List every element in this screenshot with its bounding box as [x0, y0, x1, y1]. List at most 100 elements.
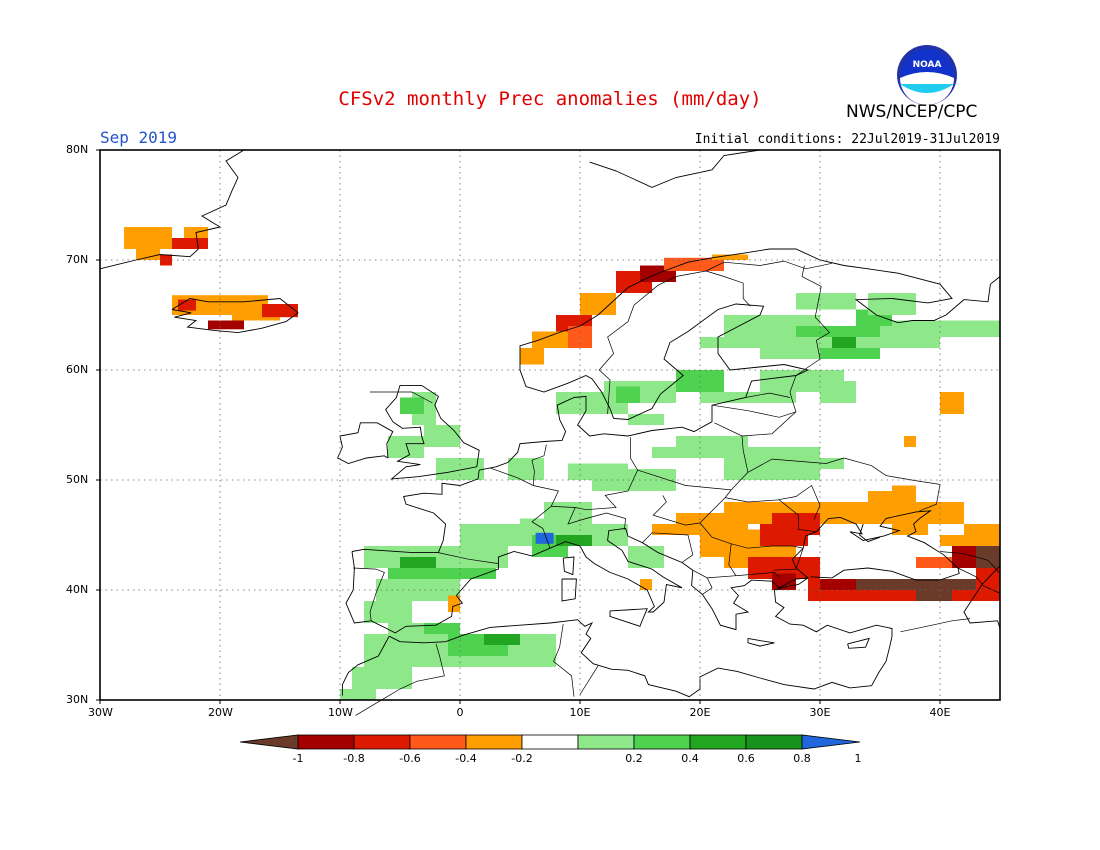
country-border: [567, 507, 626, 530]
anomaly-cell: [556, 315, 592, 332]
country-border: [642, 532, 694, 563]
anomaly-cell: [772, 513, 820, 535]
country-border: [957, 567, 1001, 594]
anomaly-cell: [664, 257, 724, 271]
colorbar-label: -0.8: [343, 752, 365, 765]
anomaly-cell: [580, 293, 616, 315]
anomaly-cell: [556, 392, 628, 414]
anomaly-cell: [820, 579, 856, 590]
coastline: [351, 248, 1001, 554]
map-frame: [99, 149, 1001, 701]
anomaly-cell: [124, 227, 172, 249]
lat-label: 60N: [66, 363, 89, 376]
country-border: [741, 375, 797, 437]
colorbar-label: 0.6: [737, 752, 755, 765]
anomaly-cell: [640, 579, 652, 590]
anomaly-cell: [820, 381, 856, 403]
country-border: [900, 618, 971, 633]
anomaly-cell: [340, 689, 376, 700]
anomaly-cell: [916, 502, 964, 524]
anomaly-cell: [388, 568, 496, 579]
anomaly-cell: [628, 546, 664, 568]
lat-label: 70N: [66, 253, 89, 266]
lat-label: 40N: [66, 583, 89, 596]
colorbar-label: 0.8: [793, 752, 811, 765]
anomaly-cell: [832, 579, 976, 590]
country-border: [711, 404, 797, 418]
anomaly-cell: [376, 579, 460, 601]
anomaly-cell: [940, 392, 964, 403]
anomaly-cell: [484, 634, 520, 645]
lon-label: 20W: [208, 706, 233, 719]
anomaly-cell: [592, 469, 676, 491]
country-border: [773, 548, 804, 571]
anomaly-cell: [400, 557, 436, 568]
anomaly-cell: [520, 348, 544, 365]
anomaly-cell: [916, 557, 952, 568]
colorbar-label: -0.4: [455, 752, 477, 765]
anomaly-cell: [868, 491, 916, 513]
anomaly-cell: [208, 320, 244, 330]
coastline: [562, 556, 575, 576]
lon-label: 0: [456, 706, 464, 719]
anomaly-cell: [652, 524, 676, 535]
anomaly-cell: [388, 436, 424, 458]
map-background: [100, 150, 1000, 700]
coastline: [609, 608, 648, 627]
country-border: [725, 497, 817, 533]
anomaly-cell: [724, 315, 820, 337]
anomaly-cell: [700, 392, 796, 403]
anomaly-cell: [676, 370, 724, 392]
coastline: [388, 619, 872, 698]
anomaly-cell: [172, 295, 268, 315]
country-border: [370, 391, 433, 404]
country-border: [652, 489, 732, 526]
anomaly-cell: [364, 601, 412, 623]
coastline: [847, 637, 870, 649]
anomaly-cell: [724, 447, 820, 480]
anomaly-cell: [448, 595, 460, 612]
country-border: [579, 665, 599, 695]
country-border: [489, 467, 559, 549]
anomaly-cell: [604, 381, 676, 403]
country-border: [728, 543, 780, 578]
anomaly-cell: [808, 579, 1000, 601]
anomaly-cell: [160, 254, 172, 266]
anomaly-cell: [400, 397, 424, 414]
country-border: [707, 575, 737, 579]
anomaly-cell: [724, 502, 820, 524]
anomaly-cell: [676, 513, 748, 535]
coastline: [963, 565, 1001, 629]
country-border: [745, 392, 791, 398]
country-border: [705, 260, 833, 272]
colorbar-segment: [577, 734, 635, 750]
anomaly-cell: [820, 326, 940, 348]
anomaly-cell: [760, 370, 844, 392]
anomaly-cell: [772, 458, 844, 469]
anomaly-cell: [532, 535, 568, 557]
anomaly-cell: [916, 590, 952, 601]
anomaly-cell: [832, 337, 856, 348]
anomaly-cell: [448, 634, 508, 656]
anomaly-cell: [424, 623, 460, 634]
map-title: CFSv2 monthly Prec anomalies (mm/day): [338, 88, 762, 110]
colorbar-label: 0.4: [681, 752, 699, 765]
coastline: [561, 578, 577, 602]
anomaly-cell: [940, 535, 964, 546]
country-border: [353, 567, 385, 621]
country-border: [531, 444, 547, 486]
coastline: [341, 635, 390, 696]
anomaly-cell: [412, 392, 436, 425]
anomaly-cell: [184, 227, 208, 238]
coastline: [171, 298, 299, 334]
anomaly-cell: [532, 331, 568, 348]
coastline: [337, 422, 394, 464]
anomaly-cell: [178, 299, 196, 311]
anomaly-cell: [796, 293, 856, 310]
country-border: [699, 522, 804, 549]
anomaly-cell: [652, 447, 700, 458]
anomaly-cell: [868, 293, 916, 315]
anomaly-cell: [760, 337, 820, 359]
lat-label: 50N: [66, 473, 89, 486]
colorbar-segment: [409, 734, 467, 750]
